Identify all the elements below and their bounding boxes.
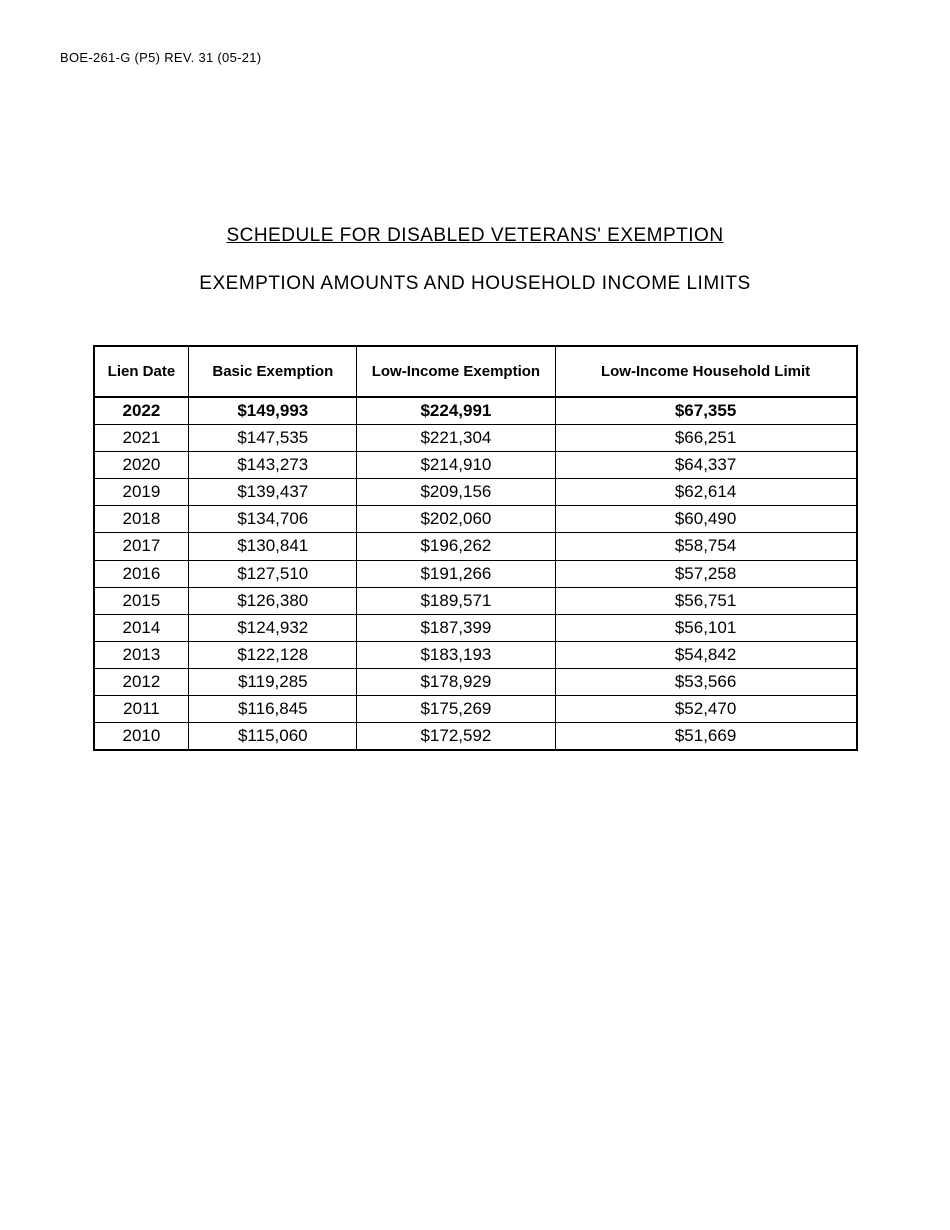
table-row: 2015$126,380$189,571$56,751 (94, 587, 857, 614)
table-cell: $67,355 (555, 397, 856, 425)
table-cell: 2013 (94, 641, 189, 668)
table-cell: $52,470 (555, 696, 856, 723)
table-row: 2011$116,845$175,269$52,470 (94, 696, 857, 723)
table-row: 2021$147,535$221,304$66,251 (94, 425, 857, 452)
form-identifier: BOE-261-G (P5) REV. 31 (05-21) (60, 50, 890, 65)
table-cell: $51,669 (555, 723, 856, 751)
document-title-line-2: EXEMPTION AMOUNTS AND HOUSEHOLD INCOME L… (60, 273, 890, 295)
table-row: 2014$124,932$187,399$56,101 (94, 614, 857, 641)
table-cell: 2019 (94, 479, 189, 506)
document-page: BOE-261-G (P5) REV. 31 (05-21) SCHEDULE … (0, 0, 950, 801)
table-cell: 2017 (94, 533, 189, 560)
table-body: 2022$149,993$224,991$67,3552021$147,535$… (94, 397, 857, 750)
table-cell: $147,535 (189, 425, 357, 452)
table-cell: 2010 (94, 723, 189, 751)
table-cell: $149,993 (189, 397, 357, 425)
table-cell: $172,592 (357, 723, 555, 751)
table-cell: 2012 (94, 668, 189, 695)
exemption-table: Lien DateBasic ExemptionLow-Income Exemp… (93, 345, 858, 751)
table-cell: $60,490 (555, 506, 856, 533)
table-cell: $56,101 (555, 614, 856, 641)
table-cell: 2020 (94, 452, 189, 479)
column-header: Lien Date (94, 346, 189, 397)
table-header: Lien DateBasic ExemptionLow-Income Exemp… (94, 346, 857, 397)
table-cell: $56,751 (555, 587, 856, 614)
table-cell: $57,258 (555, 560, 856, 587)
table-cell: $143,273 (189, 452, 357, 479)
table-cell: $58,754 (555, 533, 856, 560)
table-row: 2016$127,510$191,266$57,258 (94, 560, 857, 587)
table-cell: $119,285 (189, 668, 357, 695)
table-row: 2022$149,993$224,991$67,355 (94, 397, 857, 425)
table-cell: 2016 (94, 560, 189, 587)
table-row: 2013$122,128$183,193$54,842 (94, 641, 857, 668)
table-cell: $127,510 (189, 560, 357, 587)
table-row: 2010$115,060$172,592$51,669 (94, 723, 857, 751)
table-cell: $189,571 (357, 587, 555, 614)
table-cell: 2018 (94, 506, 189, 533)
table-cell: 2015 (94, 587, 189, 614)
table-cell: $64,337 (555, 452, 856, 479)
document-title-line-1: SCHEDULE FOR DISABLED VETERANS' EXEMPTIO… (60, 225, 890, 247)
table-cell: $53,566 (555, 668, 856, 695)
table-cell: $178,929 (357, 668, 555, 695)
table-row: 2017$130,841$196,262$58,754 (94, 533, 857, 560)
table-cell: 2014 (94, 614, 189, 641)
table-cell: $183,193 (357, 641, 555, 668)
table-cell: 2011 (94, 696, 189, 723)
column-header: Low-Income Household Limit (555, 346, 856, 397)
table-cell: $187,399 (357, 614, 555, 641)
exemption-table-container: Lien DateBasic ExemptionLow-Income Exemp… (93, 345, 858, 751)
table-cell: $221,304 (357, 425, 555, 452)
table-row: 2018$134,706$202,060$60,490 (94, 506, 857, 533)
table-cell: $122,128 (189, 641, 357, 668)
table-cell: 2021 (94, 425, 189, 452)
column-header: Basic Exemption (189, 346, 357, 397)
table-cell: $62,614 (555, 479, 856, 506)
table-cell: $196,262 (357, 533, 555, 560)
table-cell: $66,251 (555, 425, 856, 452)
table-cell: $202,060 (357, 506, 555, 533)
table-row: 2020$143,273$214,910$64,337 (94, 452, 857, 479)
table-cell: $191,266 (357, 560, 555, 587)
table-cell: $124,932 (189, 614, 357, 641)
table-cell: $116,845 (189, 696, 357, 723)
table-row: 2012$119,285$178,929$53,566 (94, 668, 857, 695)
table-cell: 2022 (94, 397, 189, 425)
table-cell: $134,706 (189, 506, 357, 533)
table-cell: $175,269 (357, 696, 555, 723)
table-header-row: Lien DateBasic ExemptionLow-Income Exemp… (94, 346, 857, 397)
table-cell: $214,910 (357, 452, 555, 479)
table-row: 2019$139,437$209,156$62,614 (94, 479, 857, 506)
column-header: Low-Income Exemption (357, 346, 555, 397)
table-cell: $224,991 (357, 397, 555, 425)
table-cell: $139,437 (189, 479, 357, 506)
table-cell: $130,841 (189, 533, 357, 560)
table-cell: $209,156 (357, 479, 555, 506)
table-cell: $126,380 (189, 587, 357, 614)
table-cell: $54,842 (555, 641, 856, 668)
table-cell: $115,060 (189, 723, 357, 751)
